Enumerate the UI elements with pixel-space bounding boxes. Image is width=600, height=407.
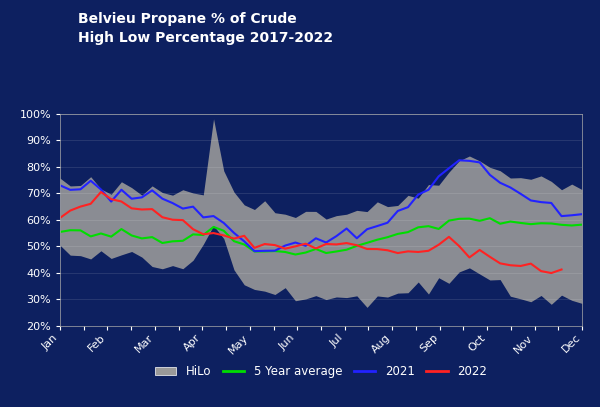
Text: Belvieu Propane % of Crude
High Low Percentage 2017-2022: Belvieu Propane % of Crude High Low Perc… [78, 12, 333, 45]
Legend: HiLo, 5 Year average, 2021, 2022: HiLo, 5 Year average, 2021, 2022 [151, 361, 491, 383]
